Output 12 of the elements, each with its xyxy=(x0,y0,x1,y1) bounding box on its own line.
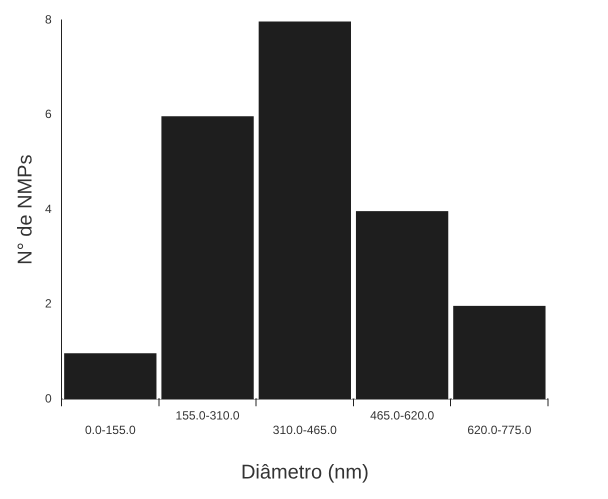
x-tick-label: 155.0-310.0 xyxy=(176,408,240,423)
x-tick-label: 0.0-155.0 xyxy=(84,423,136,438)
y-tick-label: 0 xyxy=(44,392,52,406)
x-axis-title: Diâmetro (nm) xyxy=(240,462,369,484)
y-axis-title: N° de NMPs xyxy=(14,154,37,265)
y-tick-label: 4 xyxy=(44,202,52,216)
x-tick-label: 620.0-775.0 xyxy=(467,423,532,438)
x-tick-label: 465.0-620.0 xyxy=(370,408,434,423)
y-tick-label: 2 xyxy=(44,296,52,311)
y-tick-label: 6 xyxy=(44,107,52,122)
y-tick-label: 8 xyxy=(44,12,52,26)
x-tick-label: 310.0-465.0 xyxy=(272,423,338,438)
